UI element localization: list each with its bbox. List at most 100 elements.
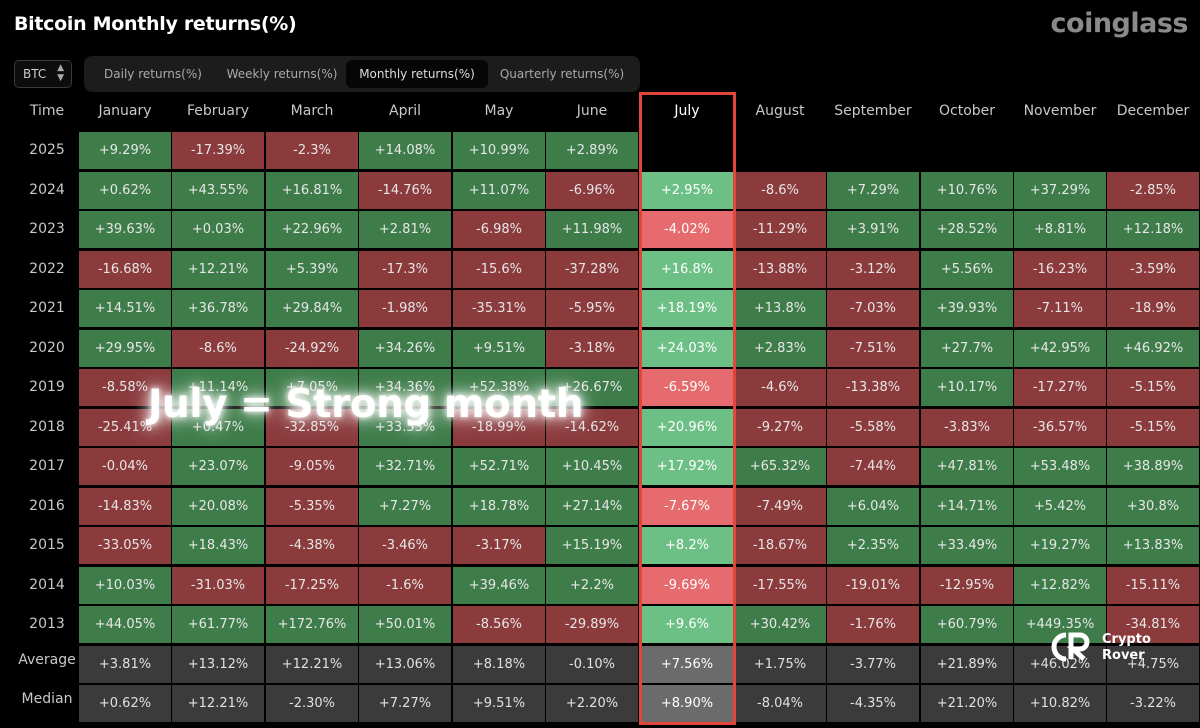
- month-header: September: [834, 103, 912, 119]
- heatmap-cell: -5.58%: [827, 408, 919, 446]
- heatmap-cell: -1.98%: [359, 290, 451, 327]
- heatmap-cell: +7.56%: [641, 645, 733, 683]
- heatmap-cell: +13.8%: [734, 290, 826, 327]
- heatmap-cell: -13.38%: [827, 369, 919, 406]
- coin-select[interactable]: BTC ▲ ▼: [14, 60, 72, 88]
- heatmap-cell: +5.39%: [266, 250, 358, 288]
- heatmap-cell: +16.81%: [266, 171, 358, 209]
- heatmap-cell: -3.59%: [1107, 250, 1199, 288]
- heatmap-cell: -17.55%: [734, 566, 826, 604]
- heatmap-cell: +11.98%: [546, 211, 638, 248]
- heatmap-cell: +2.35%: [827, 527, 919, 564]
- heatmap-cell: -9.05%: [266, 448, 358, 485]
- heatmap-cell: +29.84%: [266, 290, 358, 327]
- heatmap-cell: +10.99%: [453, 132, 545, 169]
- row-label: 2014: [29, 576, 65, 593]
- heatmap-cell: -7.11%: [1014, 290, 1106, 327]
- heatmap-cell: +39.63%: [79, 211, 171, 248]
- heatmap-cell: -8.6%: [172, 329, 264, 367]
- heatmap-cell: +36.78%: [172, 290, 264, 327]
- heatmap-cell: +10.03%: [79, 566, 171, 604]
- heatmap-cell: +21.20%: [921, 685, 1013, 722]
- heatmap-cell: +12.21%: [266, 645, 358, 683]
- heatmap-cell: +46.92%: [1107, 329, 1199, 367]
- month-header: March: [290, 103, 334, 119]
- heatmap-cell: -18.67%: [734, 527, 826, 564]
- month-header: November: [1023, 103, 1097, 119]
- heatmap-cell: +61.77%: [172, 606, 264, 643]
- heatmap-cell: +0.62%: [79, 171, 171, 209]
- heatmap-cell: +22.96%: [266, 211, 358, 248]
- heatmap-cell: +14.71%: [921, 487, 1013, 525]
- row-label: 2020: [29, 339, 65, 356]
- heatmap-cell: -13.88%: [734, 250, 826, 288]
- heatmap-cell: -17.25%: [266, 566, 358, 604]
- watermark-line-1: Crypto: [1102, 632, 1151, 647]
- coin-select-value: BTC: [23, 67, 47, 81]
- heatmap-cell: -3.22%: [1107, 685, 1199, 722]
- heatmap-cell: +38.89%: [1107, 448, 1199, 485]
- heatmap-cell: -7.67%: [641, 487, 733, 525]
- row-label: 2022: [29, 260, 65, 277]
- heatmap-cell: -4.6%: [734, 369, 826, 406]
- heatmap-cell: +42.95%: [1014, 329, 1106, 367]
- month-header: August: [755, 103, 805, 119]
- heatmap-cell: +23.07%: [172, 448, 264, 485]
- heatmap-cell: +47.81%: [921, 448, 1013, 485]
- tab-monthly-returns[interactable]: Monthly returns(%): [346, 60, 488, 88]
- row-label: Median: [21, 691, 73, 707]
- heatmap-cell: -18.9%: [1107, 290, 1199, 327]
- month-header: May: [484, 103, 514, 119]
- heatmap-cell: +43.55%: [172, 171, 264, 209]
- month-header: July: [674, 103, 700, 119]
- tab-daily-returns[interactable]: Daily returns(%): [104, 67, 202, 81]
- heatmap-cell: +11.14%: [172, 369, 264, 406]
- heatmap-cell: +20.08%: [172, 487, 264, 525]
- tab-weekly-returns[interactable]: Weekly returns(%): [226, 67, 338, 81]
- overlay-caption: July = Strong month: [148, 382, 584, 427]
- heatmap-cell: +24.03%: [641, 329, 733, 367]
- month-header: January: [98, 103, 152, 119]
- heatmap-cell: +8.18%: [453, 645, 545, 683]
- heatmap-cell: +27.7%: [921, 329, 1013, 367]
- heatmap-cell: -2.3%: [266, 132, 358, 169]
- heatmap-cell: -17.39%: [172, 132, 264, 169]
- heatmap-cell: +60.79%: [921, 606, 1013, 643]
- heatmap-cell: +11.07%: [453, 171, 545, 209]
- heatmap-cell: -37.28%: [546, 250, 638, 288]
- heatmap-cell: -3.77%: [827, 645, 919, 683]
- heatmap-cell: +13.83%: [1107, 527, 1199, 564]
- heatmap-cell: +33.49%: [921, 527, 1013, 564]
- heatmap-cell: +9.51%: [453, 685, 545, 722]
- heatmap-cell: +13.06%: [359, 645, 451, 683]
- heatmap-cell: -16.23%: [1014, 250, 1106, 288]
- heatmap-cell: +52.71%: [453, 448, 545, 485]
- heatmap-cell: -5.95%: [546, 290, 638, 327]
- tab-quarterly-returns[interactable]: Quarterly returns(%): [499, 67, 625, 81]
- page-title: Bitcoin Monthly returns(%): [14, 13, 297, 35]
- heatmap-cell: -14.62%: [546, 408, 638, 446]
- heatmap-cell: -6.98%: [453, 211, 545, 248]
- heatmap-cell: -15.11%: [1107, 566, 1199, 604]
- heatmap-cell: +15.19%: [546, 527, 638, 564]
- row-label: 2016: [29, 497, 65, 514]
- heatmap-cell: +2.83%: [734, 329, 826, 367]
- heatmap-cell: -3.12%: [827, 250, 919, 288]
- row-label: 2021: [29, 300, 65, 316]
- heatmap-cell: +34.26%: [359, 329, 451, 367]
- heatmap-cell: +10.45%: [546, 448, 638, 485]
- heatmap-cell: -11.29%: [734, 211, 826, 248]
- heatmap-cell: -3.46%: [359, 527, 451, 564]
- heatmap-cell: +10.76%: [921, 171, 1013, 209]
- row-label: 2017: [29, 458, 65, 474]
- heatmap-cell: +12.21%: [172, 685, 264, 722]
- heatmap-cell: -24.92%: [266, 329, 358, 367]
- row-label: 2023: [29, 221, 65, 237]
- heatmap-cell: -8.6%: [734, 171, 826, 209]
- heatmap-cell: +0.62%: [79, 685, 171, 722]
- heatmap-cell: +65.32%: [734, 448, 826, 485]
- row-label: 2013: [29, 616, 65, 632]
- heatmap-cell: -5.35%: [266, 487, 358, 525]
- heatmap-cell: -4.35%: [827, 685, 919, 722]
- heatmap-cell: -33.05%: [79, 527, 171, 564]
